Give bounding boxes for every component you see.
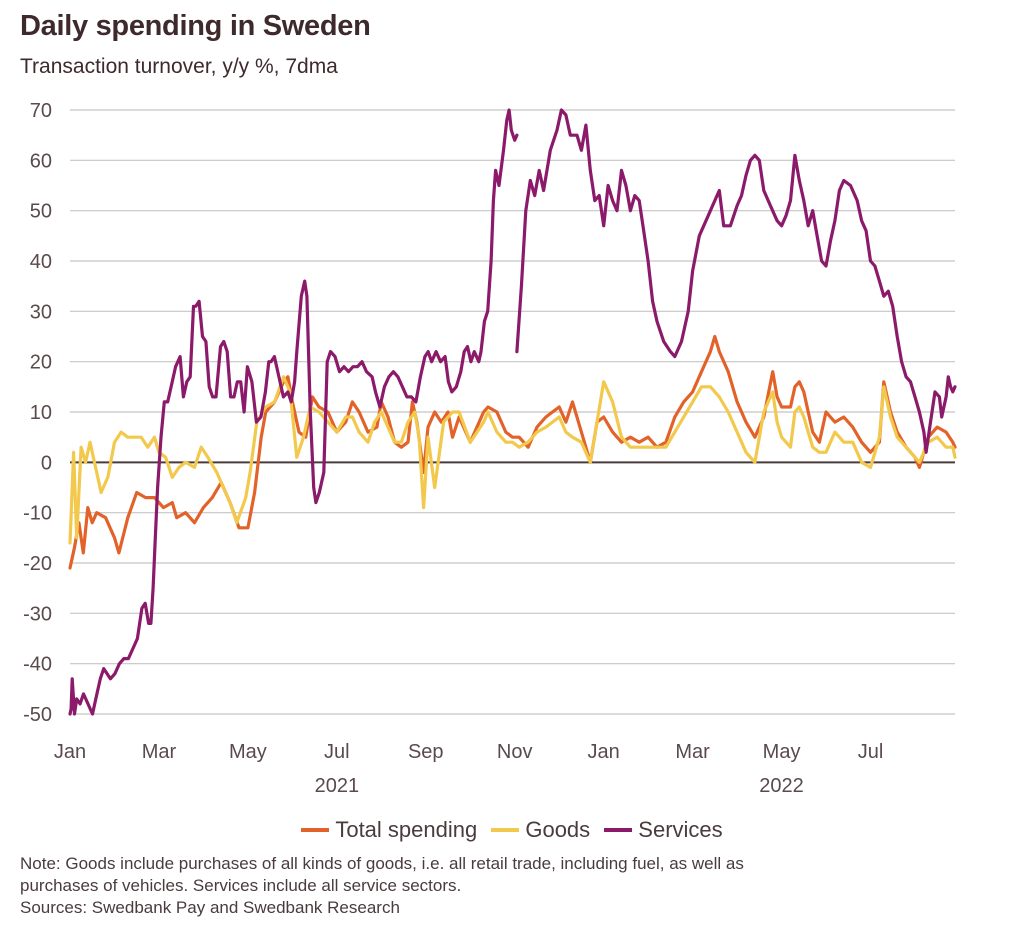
series-line-services-cont (515, 108, 957, 454)
y-tick-label: 30 (30, 301, 52, 323)
legend-item-goods: Goods (491, 817, 590, 843)
note-line-1: Note: Goods include purchases of all kin… (20, 854, 744, 873)
y-tick-label: 40 (30, 251, 52, 273)
x-tick-label: Jul (324, 741, 350, 763)
y-tick-label: -20 (23, 553, 52, 575)
chart-title: Daily spending in Sweden (20, 10, 371, 42)
chart-note: Note: Goods include purchases of all kin… (20, 853, 1000, 919)
note-line-2: purchases of vehicles. Services include … (20, 876, 462, 895)
line-chart: 70 60 50 40 30 20 10 0 -10 -20 -30 -40 -50 Jan Mar May… (23, 100, 957, 797)
x-year-label: 2021 (315, 775, 360, 797)
x-year-label: 2022 (759, 775, 804, 797)
x-tick-label: May (229, 741, 267, 763)
series-line-services (68, 108, 519, 716)
legend-label-services: Services (638, 817, 723, 842)
y-tick-label: 0 (41, 452, 52, 474)
x-tick-label: Mar (142, 741, 177, 763)
x-tick-label: Mar (675, 741, 710, 763)
y-axis-ticks: 70 60 50 40 30 20 10 0 -10 -20 -30 -40 -50 (23, 100, 52, 726)
y-tick-label: 60 (30, 150, 52, 172)
y-tick-label: -30 (23, 603, 52, 625)
y-tick-label: 70 (30, 100, 52, 122)
x-tick-label: Jan (588, 741, 620, 763)
x-tick-label: May (763, 741, 801, 763)
legend-swatch-total (301, 828, 330, 832)
chart-subtitle: Transaction turnover, y/y %, 7dma (20, 55, 338, 78)
legend-label-goods: Goods (525, 817, 591, 842)
legend-swatch-goods (491, 828, 520, 832)
y-tick-label: -10 (23, 503, 52, 525)
x-tick-label: Nov (497, 741, 533, 763)
series-line-goods (68, 375, 957, 545)
legend: Total spending Goods Services (0, 812, 1024, 843)
legend-label-total: Total spending (335, 817, 478, 842)
y-tick-label: -40 (23, 654, 52, 676)
legend-swatch-services (604, 828, 633, 832)
series-lines (68, 108, 957, 716)
y-tick-label: 10 (30, 402, 52, 424)
gridlines (70, 109, 955, 715)
y-tick-label: -50 (23, 704, 52, 726)
legend-item-services: Services (604, 817, 723, 843)
x-tick-label: Jul (858, 741, 884, 763)
series-line-total (68, 334, 957, 570)
x-tick-label: Jan (54, 741, 86, 763)
x-axis-ticks: Jan Mar May Jul Sep Nov Jan Mar May Jul 2021 2022 (54, 741, 883, 797)
y-tick-label: 20 (30, 352, 52, 374)
x-tick-label: Sep (408, 741, 444, 763)
legend-item-total: Total spending (301, 817, 477, 843)
sources-line: Sources: Swedbank Pay and Swedbank Resea… (20, 898, 400, 917)
y-tick-label: 50 (30, 201, 52, 223)
